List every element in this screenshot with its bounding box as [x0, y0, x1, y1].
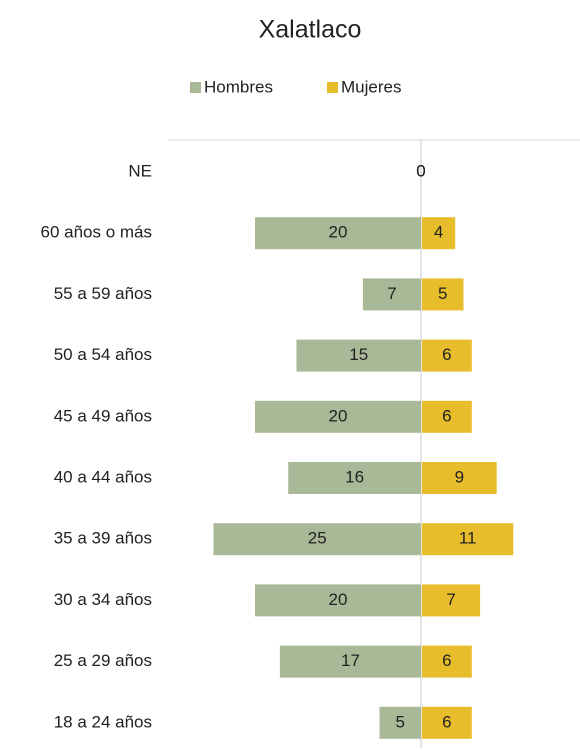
data-label: 25	[308, 529, 327, 548]
bar	[213, 523, 421, 556]
bar	[422, 400, 472, 433]
data-label: 11	[459, 529, 477, 548]
chart-title: Xalatlaco	[259, 16, 362, 44]
data-label: 4	[434, 223, 443, 242]
bar	[279, 645, 421, 678]
y-tick-label: 60 años o más	[40, 223, 152, 242]
bar	[422, 462, 497, 494]
legend-swatch	[190, 82, 201, 93]
legend-label: Hombres	[204, 77, 273, 96]
data-label: 5	[396, 712, 405, 731]
data-label: 6	[442, 345, 451, 364]
data-label: 6	[442, 712, 451, 731]
bar	[422, 278, 464, 311]
data-label: 7	[446, 590, 455, 609]
bar	[422, 217, 456, 250]
bar	[422, 523, 514, 556]
bar	[422, 645, 472, 678]
data-label: 9	[455, 467, 464, 486]
data-label: 0	[416, 161, 425, 180]
bar	[255, 400, 421, 433]
data-label: 6	[442, 651, 451, 670]
bar	[288, 462, 421, 494]
y-tick-label: 40 a 44 años	[54, 467, 152, 486]
bar	[255, 217, 421, 250]
data-label: 16	[345, 467, 364, 486]
y-tick-label: 45 a 49 años	[54, 406, 152, 425]
data-label: 20	[329, 223, 348, 242]
data-label: 17	[341, 651, 360, 670]
bar	[422, 584, 481, 617]
data-label: 6	[442, 406, 451, 425]
y-tick-label: 25 a 29 años	[54, 651, 152, 670]
legend-swatch	[327, 82, 338, 93]
y-tick-label: 35 a 39 años	[54, 529, 152, 548]
bar	[422, 339, 472, 372]
data-label: 7	[387, 284, 396, 303]
data-label: 15	[349, 345, 368, 364]
data-label: 20	[329, 406, 348, 425]
y-tick-label: 55 a 59 años	[54, 284, 152, 303]
data-label: 20	[329, 590, 348, 609]
bar	[255, 584, 421, 617]
bar	[296, 339, 421, 372]
bar	[422, 706, 472, 739]
data-label: 5	[438, 284, 447, 303]
y-tick-label: 18 a 24 años	[54, 712, 152, 731]
legend-label: Mujeres	[341, 77, 401, 96]
y-tick-label: 30 a 34 años	[54, 590, 152, 609]
y-tick-label: NE	[128, 161, 152, 180]
y-tick-label: 50 a 54 años	[54, 345, 152, 364]
data-label: 0	[416, 161, 425, 180]
bar	[379, 706, 421, 739]
bar	[362, 278, 421, 311]
